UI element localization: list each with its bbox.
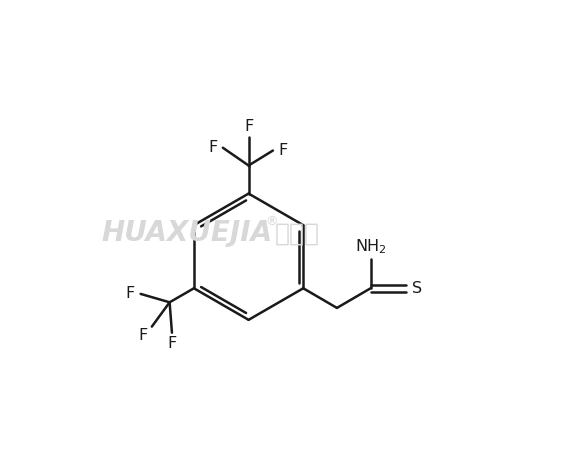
Text: S: S [412, 281, 422, 296]
Text: F: F [244, 119, 253, 134]
Text: F: F [279, 143, 288, 158]
Text: HUAXUEJIA: HUAXUEJIA [101, 219, 272, 248]
Text: NH$_2$: NH$_2$ [355, 237, 386, 256]
Text: ®: ® [265, 215, 277, 228]
Text: F: F [208, 140, 217, 155]
Text: F: F [126, 287, 135, 301]
Text: F: F [139, 327, 148, 343]
Text: F: F [168, 337, 177, 351]
Text: 化学加: 化学加 [275, 221, 319, 245]
